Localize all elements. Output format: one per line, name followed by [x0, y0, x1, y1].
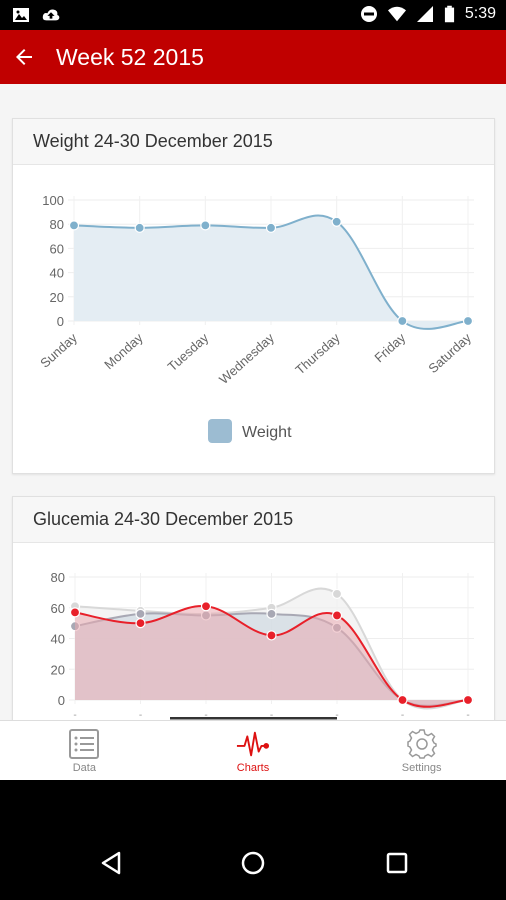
chart-legend: Weight: [208, 419, 292, 443]
x-tick-label: Wednesday: [216, 330, 277, 387]
x-tick-label: -: [139, 710, 142, 720]
data-point: [331, 610, 343, 621]
y-tick-label: 20: [51, 662, 65, 677]
x-tick-label: -: [466, 710, 469, 720]
x-tick-label: -: [204, 710, 207, 720]
data-point: [397, 694, 408, 706]
y-tick-label: 80: [51, 570, 65, 585]
data-point: [265, 222, 277, 233]
nav-data-label: Data: [72, 761, 96, 774]
weight-card: Weight 24-30 December 2015 100 80 60 40 20 0 S…: [12, 118, 495, 474]
glucemia-card: Glucemia 24-30 December 2015 80 60 40 20 0- -…: [12, 496, 495, 720]
data-point: [462, 694, 474, 706]
data-point: [397, 315, 408, 327]
data-point: [462, 315, 474, 327]
status-time: 5:39: [464, 5, 496, 22]
glucemia-card-title: Glucemia 24-30 December 2015: [13, 497, 494, 543]
wifi-icon: [387, 6, 406, 22]
system-navigation-bar: [0, 780, 506, 900]
y-tick-label: 40: [51, 632, 65, 647]
nav-charts[interactable]: Charts: [169, 721, 338, 780]
y-tick-label: 80: [50, 217, 64, 232]
battery-icon: [444, 5, 454, 23]
x-tick-label: Tuesday: [165, 330, 212, 375]
y-tick-label: 20: [50, 290, 64, 305]
data-point: [266, 608, 277, 620]
x-tick-label: -: [335, 710, 338, 720]
page-title: Week 52 2015: [56, 43, 204, 70]
bottom-navigation: Data Charts Settings: [0, 720, 506, 780]
scroll-indicator: [170, 717, 337, 720]
cell-signal-icon: [416, 6, 433, 22]
list-icon: [69, 728, 100, 759]
x-tick-label: -: [401, 710, 404, 720]
x-tick-label: -: [270, 710, 273, 720]
image-notification-icon: [13, 8, 29, 22]
charts-content[interactable]: Weight 24-30 December 2015 100 80 60 40 20 0 S…: [0, 84, 506, 720]
arrow-left-icon: [16, 49, 32, 65]
back-triangle-icon[interactable]: [98, 850, 124, 876]
data-point: [68, 220, 80, 231]
data-point: [69, 607, 81, 618]
y-tick-label: 0: [58, 693, 65, 708]
x-tick-label: Friday: [371, 330, 408, 366]
app-bar: Week 52 2015: [0, 30, 506, 84]
x-tick-label: Saturday: [425, 330, 474, 376]
nav-settings-label: Settings: [401, 761, 442, 774]
home-circle-icon[interactable]: [240, 850, 266, 876]
data-point: [134, 222, 145, 233]
data-point: [135, 618, 146, 629]
data-point: [200, 220, 211, 231]
gear-icon: [406, 728, 437, 759]
data-point: [331, 216, 342, 227]
data-point: [200, 601, 212, 612]
data-point: [331, 588, 343, 600]
legend-swatch: [208, 419, 232, 443]
x-tick-label: Thursday: [292, 330, 343, 378]
y-tick-label: 40: [50, 266, 64, 281]
y-tick-label: 60: [50, 241, 64, 256]
nav-settings[interactable]: Settings: [337, 721, 506, 780]
legend-label: Weight: [242, 424, 292, 441]
recents-square-icon[interactable]: [384, 850, 410, 876]
y-tick-label: 60: [51, 601, 65, 616]
cloud-upload-icon: [42, 9, 60, 21]
data-point: [266, 630, 277, 641]
x-tick-label: -: [73, 710, 76, 720]
data-point: [135, 608, 146, 620]
heartbeat-icon: [236, 731, 270, 756]
do-not-disturb-icon: [360, 6, 377, 22]
x-tick-label: Monday: [101, 330, 146, 372]
x-tick-label: Sunday: [37, 330, 80, 371]
nav-data[interactable]: Data: [0, 721, 169, 780]
weight-card-title: Weight 24-30 December 2015: [13, 119, 494, 165]
nav-charts-label: Charts: [236, 761, 270, 774]
y-tick-label: 100: [42, 193, 64, 208]
series-area: [74, 215, 468, 329]
status-bar: 5:39: [0, 0, 506, 30]
series-area: [75, 606, 468, 707]
y-tick-label: 0: [57, 314, 64, 329]
back-button[interactable]: [4, 37, 44, 77]
